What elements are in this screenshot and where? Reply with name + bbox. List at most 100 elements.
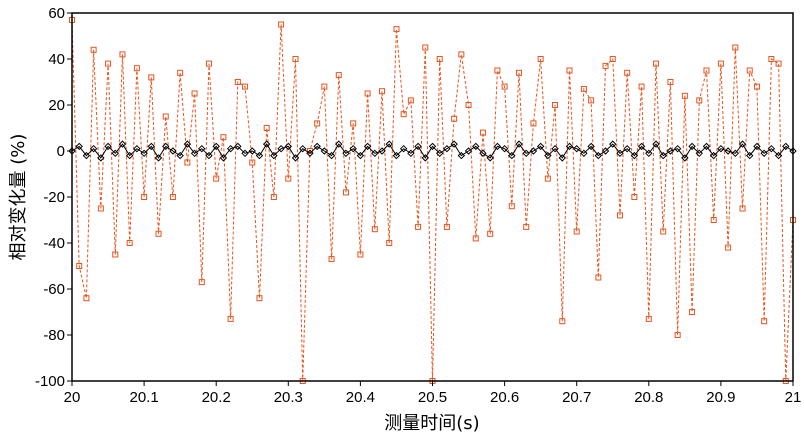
- data-point: [768, 56, 775, 62]
- data-point: [774, 151, 783, 160]
- data-point: [184, 159, 191, 166]
- data-point: [551, 144, 559, 153]
- y-tick-label: 0: [57, 143, 65, 160]
- data-point: [190, 149, 199, 158]
- data-point: [313, 142, 321, 151]
- data-point: [111, 149, 119, 158]
- data-point: [746, 151, 754, 160]
- data-point: [76, 263, 83, 269]
- data-point: [105, 60, 112, 67]
- x-axis-title: 测量时间(s): [384, 413, 479, 434]
- data-point: [147, 142, 156, 151]
- data-point: [220, 134, 227, 141]
- data-point: [530, 120, 537, 127]
- data-point: [82, 151, 91, 160]
- data-point: [767, 144, 776, 153]
- series-0: [69, 16, 796, 384]
- data-point: [177, 69, 184, 76]
- data-point: [479, 149, 487, 158]
- data-point: [379, 88, 386, 95]
- data-point: [371, 149, 379, 158]
- data-point: [363, 142, 372, 151]
- data-point: [508, 203, 515, 210]
- data-point: [623, 144, 631, 153]
- data-point: [637, 142, 646, 151]
- data-point: [162, 142, 170, 151]
- data-point: [601, 147, 610, 155]
- data-point: [616, 212, 623, 219]
- data-point: [90, 46, 97, 53]
- data-point: [472, 235, 479, 242]
- data-point: [572, 144, 581, 153]
- data-point: [443, 144, 451, 153]
- data-point: [731, 149, 740, 158]
- data-point: [357, 251, 364, 258]
- data-point: [407, 149, 415, 158]
- data-point: [523, 223, 530, 230]
- data-point: [241, 149, 249, 158]
- data-point: [428, 142, 437, 151]
- data-point: [653, 60, 660, 67]
- data-point: [393, 26, 400, 33]
- x-tick-label: 20.5: [418, 389, 447, 406]
- data-point: [342, 189, 349, 196]
- data-point: [291, 154, 300, 162]
- data-point: [148, 74, 155, 81]
- data-point: [573, 228, 580, 235]
- data-point: [660, 228, 667, 235]
- data-point: [212, 142, 220, 151]
- data-point: [493, 142, 502, 151]
- data-point: [689, 309, 696, 315]
- data-point: [349, 144, 357, 153]
- data-point: [487, 230, 494, 237]
- data-point: [219, 154, 228, 162]
- data-point: [508, 151, 516, 160]
- data-point: [226, 144, 235, 153]
- data-point: [198, 279, 205, 286]
- data-point: [292, 56, 299, 62]
- data-point: [494, 67, 501, 74]
- data-point: [443, 223, 450, 230]
- x-tick-label: 20.1: [129, 389, 158, 406]
- series-line-1: [71, 143, 794, 159]
- data-point: [97, 154, 105, 162]
- x-tick-label: 21: [785, 389, 802, 406]
- data-point: [104, 142, 112, 151]
- data-point: [169, 147, 177, 155]
- series-line-0: [71, 19, 794, 382]
- data-point: [284, 142, 293, 151]
- data-point: [516, 69, 523, 76]
- data-point: [464, 147, 473, 155]
- data-point: [422, 44, 429, 51]
- data-point: [450, 140, 458, 148]
- y-tick-label: 60: [48, 5, 65, 22]
- data-point: [306, 149, 314, 158]
- data-point: [753, 142, 761, 151]
- data-point: [703, 67, 710, 74]
- data-point: [270, 194, 277, 200]
- data-point: [378, 147, 386, 155]
- data-point: [335, 72, 342, 79]
- series-1: [68, 140, 797, 162]
- data-point: [249, 159, 256, 166]
- data-point: [630, 151, 639, 160]
- x-tick-label: 20.3: [274, 389, 303, 406]
- data-point: [421, 154, 429, 162]
- data-point: [278, 21, 285, 28]
- data-point: [536, 142, 545, 151]
- data-point: [674, 332, 681, 338]
- data-point: [125, 151, 134, 160]
- x-tick-label: 20: [64, 389, 81, 406]
- data-point: [335, 140, 343, 148]
- data-point: [515, 140, 523, 148]
- data-point: [500, 144, 509, 153]
- data-point: [775, 60, 782, 67]
- data-point: [255, 151, 264, 160]
- data-point: [595, 274, 602, 281]
- data-point: [529, 147, 538, 155]
- data-point: [277, 144, 285, 153]
- data-point: [501, 83, 508, 90]
- data-point: [436, 56, 443, 62]
- data-point: [392, 151, 401, 160]
- data-point: [162, 113, 169, 120]
